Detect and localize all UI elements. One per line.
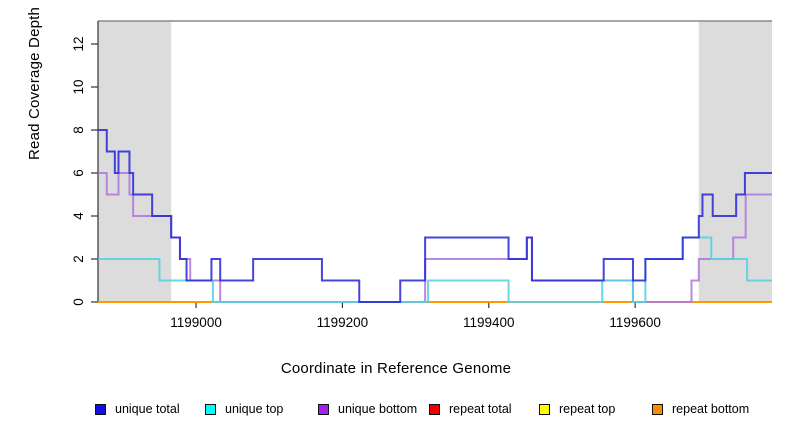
y-tick-label: 12 <box>71 36 86 51</box>
legend-item-unique-top: unique top <box>205 400 283 418</box>
y-tick-label: 2 <box>71 255 86 263</box>
y-tick-label: 4 <box>71 212 86 220</box>
y-tick-label: 6 <box>71 169 86 177</box>
y-axis-label: Read Coverage Depth <box>26 6 43 160</box>
shaded-region <box>98 21 172 302</box>
legend-label: repeat bottom <box>672 402 750 416</box>
legend-item-repeat-top: repeat top <box>539 400 615 418</box>
series-unique-top <box>98 236 772 303</box>
legend-item-repeat-bottom: repeat bottom <box>652 400 749 418</box>
legend-label: unique total <box>115 402 180 416</box>
x-tick-label: 1199000 <box>170 315 222 330</box>
x-axis-label: Coordinate in Reference Genome <box>280 360 512 377</box>
legend-label: repeat total <box>449 402 512 416</box>
legend-swatch <box>95 403 106 415</box>
legend-label: unique top <box>225 402 284 416</box>
legend-swatch <box>205 403 216 415</box>
y-tick-label: 10 <box>71 79 86 94</box>
legend-swatch <box>429 403 440 415</box>
legend-item-unique-total: unique total <box>95 400 180 418</box>
x-tick-label: 1199600 <box>609 315 661 330</box>
legend-label: unique bottom <box>338 402 418 416</box>
y-tick-label: 0 <box>71 298 86 306</box>
y-tick-label: 8 <box>71 126 86 134</box>
legend-item-unique-bottom: unique bottom <box>318 400 417 418</box>
legend: unique total unique top unique bottom repea… <box>0 400 792 422</box>
legend-label: repeat top <box>559 402 616 416</box>
x-tick-label: 1199200 <box>317 315 369 330</box>
series-unique-total <box>98 129 772 303</box>
legend-swatch <box>652 403 663 415</box>
x-tick-label: 1199400 <box>463 315 515 330</box>
legend-item-repeat-total: repeat total <box>429 400 512 418</box>
legend-swatch <box>318 403 329 415</box>
legend-swatch <box>539 403 550 415</box>
plot-area: 1199000 1199200 1199400 1199600 0 2 4 6 8 10 12 <box>71 20 772 330</box>
